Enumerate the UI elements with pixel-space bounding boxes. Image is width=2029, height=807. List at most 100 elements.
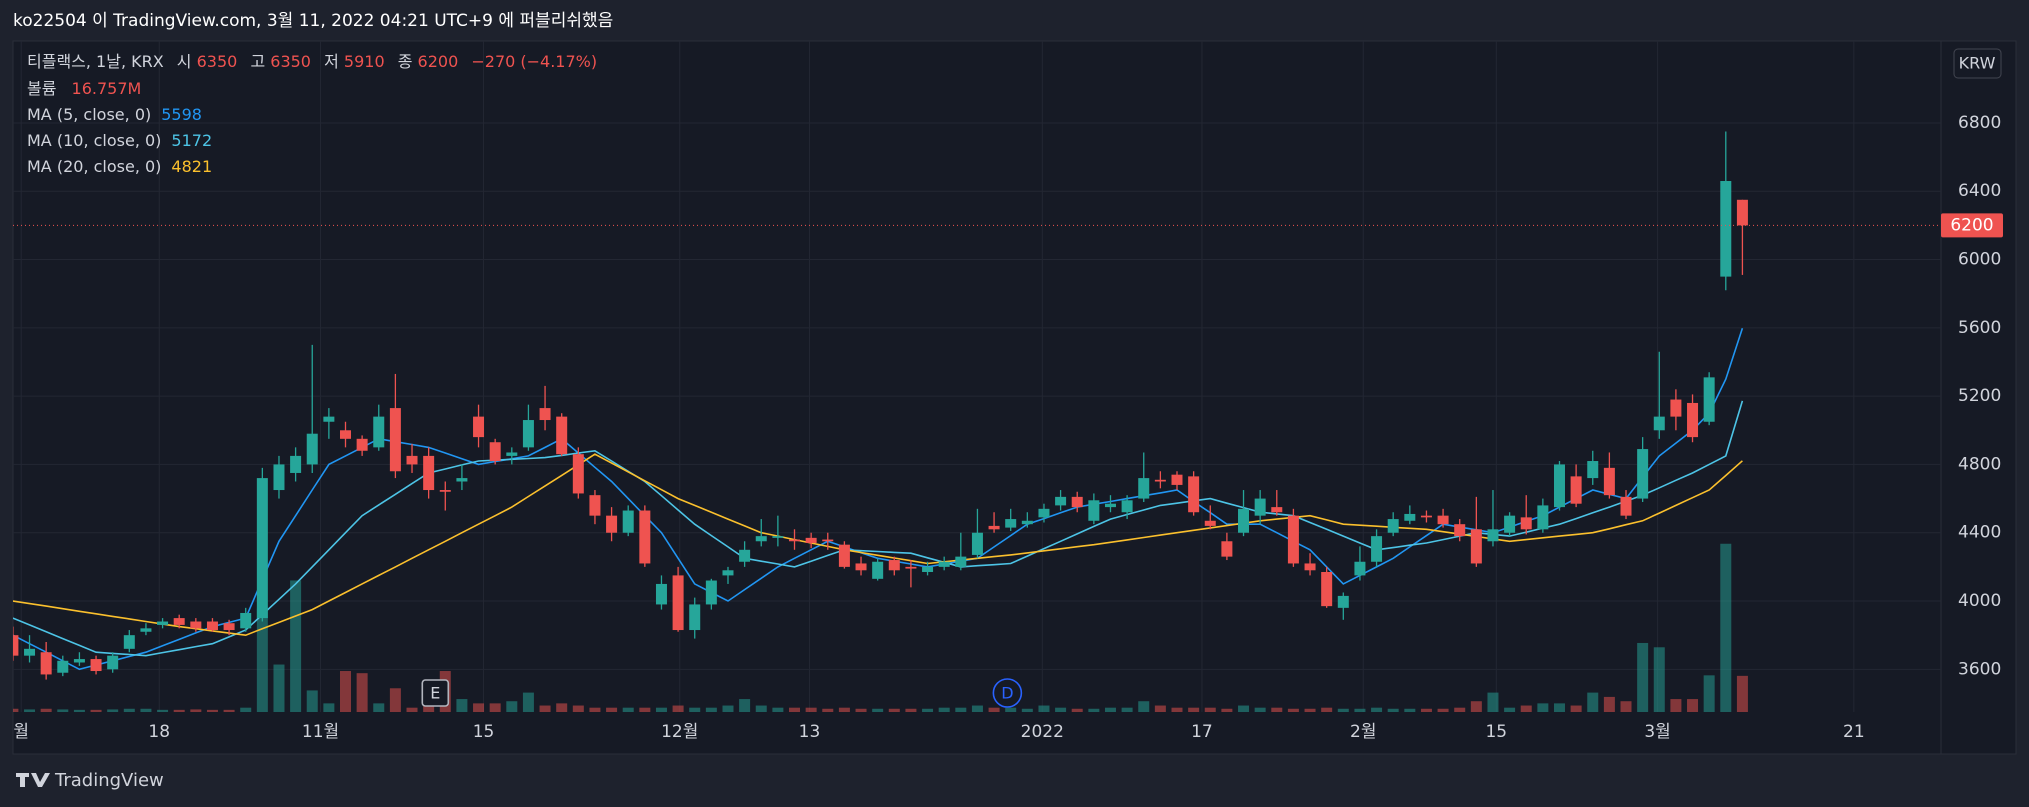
candle-body (1371, 536, 1383, 562)
candle-body (223, 623, 235, 631)
candle-body (672, 575, 684, 631)
volume-bar (1171, 707, 1183, 712)
brand-name[interactable]: TradingView (54, 770, 164, 791)
volume-bar (1071, 708, 1083, 712)
candle-body (1404, 513, 1416, 521)
volume-bar (1720, 543, 1732, 712)
volume-bar (1620, 701, 1632, 712)
volume-bar (722, 705, 734, 712)
volume-bar (1687, 699, 1699, 712)
candle-body (1038, 508, 1050, 518)
event-label[interactable]: E (430, 684, 440, 703)
volume-bar (373, 703, 385, 712)
candle-body (1204, 520, 1216, 526)
volume-bar (622, 707, 634, 712)
event-marker[interactable]: E (421, 679, 450, 707)
legend-open: 6350 (197, 52, 238, 71)
candle-body (1304, 563, 1316, 571)
candle-body (1520, 517, 1532, 530)
currency-button[interactable]: KRW (1953, 48, 2002, 79)
candle-body (838, 544, 850, 567)
volume-bar (689, 707, 701, 712)
candle-body (1271, 507, 1283, 513)
legend-close: 6200 (418, 52, 459, 71)
legend-low-label: 저 (324, 52, 339, 71)
volume-bar (173, 709, 185, 712)
volume-bar (772, 707, 784, 712)
candle-body (1420, 515, 1432, 518)
candle-body (1088, 500, 1100, 521)
candle-body (1736, 199, 1748, 226)
volume-bar (1670, 699, 1682, 712)
event-marker[interactable]: D (992, 678, 1023, 708)
x-tick-label: 12월 (661, 722, 698, 742)
candle-body (1238, 508, 1250, 533)
volume-bar (1387, 708, 1399, 712)
candle-body (922, 566, 934, 572)
candle-body (1637, 449, 1649, 499)
x-tick-label: 15 (1485, 722, 1507, 742)
volume-bar (838, 707, 850, 712)
event-badge[interactable] (421, 679, 450, 707)
candle-body (1387, 519, 1399, 533)
legend-ma-value: 4821 (171, 157, 212, 176)
candle-body (356, 438, 368, 451)
candle-body (340, 430, 351, 439)
candle-body (256, 478, 268, 619)
currency-button-frame[interactable] (1953, 48, 2002, 79)
volume-bar (1470, 701, 1482, 712)
candle-body (1570, 476, 1582, 504)
volume-bar (1238, 705, 1250, 712)
brand-logo[interactable] (16, 773, 50, 787)
volume-bar (822, 708, 834, 712)
candle-body (90, 659, 102, 672)
legend-high-label: 고 (250, 52, 265, 71)
volume-bar (1553, 703, 1565, 712)
event-badge[interactable] (992, 678, 1023, 708)
y-tick-label: 4400 (1958, 523, 2001, 543)
volume-bar (1104, 707, 1116, 712)
candle-body (406, 455, 418, 465)
candle-body (456, 478, 468, 482)
legend-ma: MA (5, close, 0) 5598 (27, 105, 202, 124)
volume-bar (140, 708, 152, 712)
volume-bar (1354, 708, 1366, 712)
candle-body (1188, 476, 1200, 513)
volume-bar (872, 708, 884, 712)
brand[interactable]: TradingView (16, 770, 164, 791)
candle-body (988, 525, 1000, 530)
volume-bar (1321, 707, 1333, 712)
volume-bar (1188, 707, 1200, 712)
volume-bar (1437, 708, 1449, 712)
volume-bar (1587, 692, 1599, 712)
volume-bar (1404, 708, 1416, 712)
y-tick-label: 4800 (1958, 454, 2001, 474)
event-label[interactable]: D (1001, 684, 1013, 703)
volume-bar (389, 688, 401, 712)
volume-bar (1537, 703, 1549, 712)
volume-bar (855, 708, 867, 712)
x-tick-label: 17 (1191, 722, 1213, 742)
candle-body (13, 635, 19, 656)
volume-bar (755, 705, 767, 712)
candle-body (40, 652, 52, 675)
candle-body (755, 536, 767, 542)
candle-body (140, 628, 152, 632)
currency-label[interactable]: KRW (1959, 54, 1996, 73)
candle-body (572, 454, 584, 494)
candle-body (1720, 181, 1732, 277)
y-tick-label: 5600 (1958, 318, 2001, 338)
legend-volume-name: 볼륨 (27, 79, 56, 98)
candle-body (888, 560, 900, 571)
publish-header: ko22504 이 TradingView.com, 3월 11, 2022 0… (13, 11, 613, 31)
candle-body (1670, 399, 1682, 417)
volume-bar (1088, 708, 1100, 712)
candle-body (423, 455, 435, 491)
volume-bar (323, 703, 335, 712)
volume-bar (639, 707, 651, 712)
volume-bar (157, 709, 169, 712)
candle-body (606, 515, 618, 533)
legend-open-label: 시 (177, 52, 192, 71)
legend-volume: 볼륨 16.757M (27, 79, 141, 98)
candle-body (57, 660, 69, 673)
